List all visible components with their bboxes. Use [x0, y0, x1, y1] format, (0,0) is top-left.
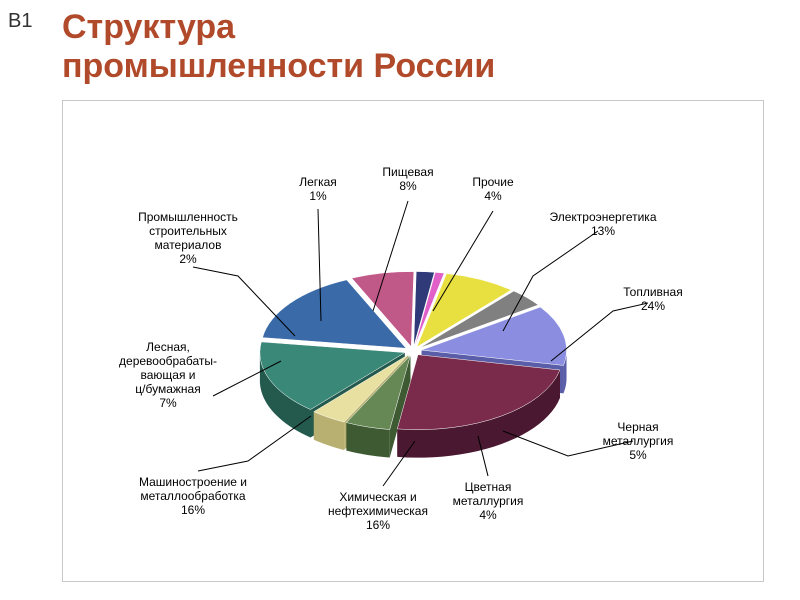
- slice-label: Цветнаяметаллургия4%: [453, 480, 524, 522]
- slice-label: Лесная,деревообрабаты-вающая иц/бумажная…: [119, 340, 217, 410]
- page-title: Структура промышленности России: [62, 8, 495, 86]
- slice-label: Чернаяметаллургия5%: [603, 420, 674, 462]
- slice-label: Электроэнергетика13%: [549, 210, 656, 238]
- slice-label: Топливная24%: [623, 285, 682, 313]
- pie-chart: Электроэнергетика13% Топливная24% Чернаяме…: [63, 101, 763, 581]
- slice-label: Легкая1%: [299, 175, 337, 203]
- slice-label: Машиностроение иметаллообработка16%: [139, 475, 247, 517]
- slice-label: Химическая инефтехимическая16%: [328, 490, 428, 532]
- slide-badge: В1: [8, 10, 32, 33]
- slice-label: Промышленностьстроительныхматериалов2%: [138, 210, 238, 266]
- slice-label: Пищевая8%: [382, 165, 433, 193]
- chart-frame: Электроэнергетика13% Топливная24% Чернаяме…: [62, 100, 764, 582]
- title-line-1: Структура: [62, 8, 235, 46]
- title-line-2: промышленности России: [62, 47, 495, 85]
- slice-label: Прочие4%: [472, 175, 514, 203]
